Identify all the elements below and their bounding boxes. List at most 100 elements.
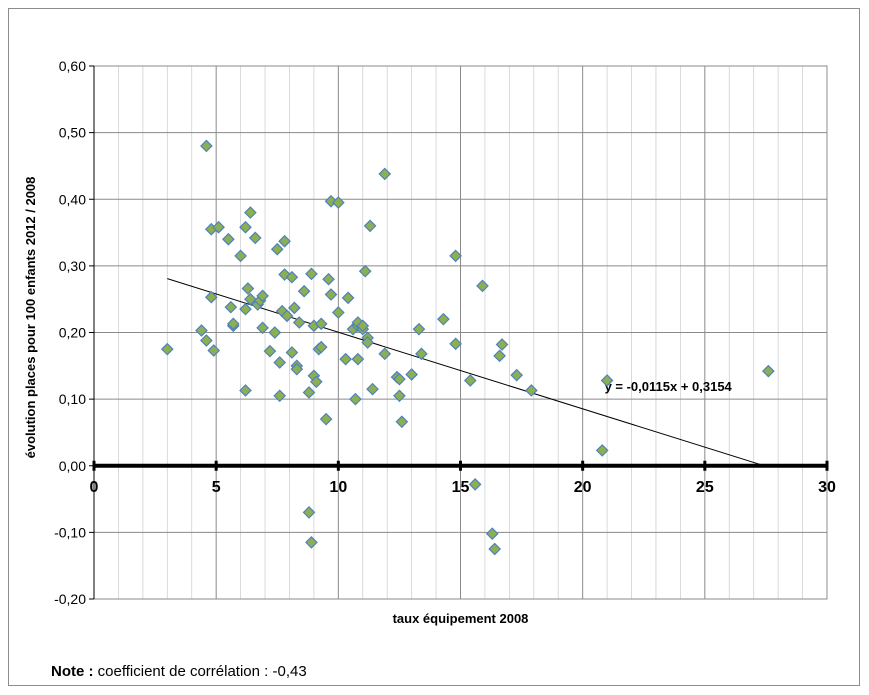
- data-point: [268, 326, 282, 339]
- data-point: [378, 347, 392, 361]
- data-point: [476, 279, 489, 293]
- data-point: [234, 249, 247, 263]
- y-tick-label: -0,20: [54, 591, 86, 607]
- data-point: [204, 290, 218, 304]
- y-tick-label: 0,40: [59, 191, 86, 207]
- data-point: [319, 412, 333, 426]
- data-point: [324, 288, 338, 301]
- x-tick-label: 25: [696, 479, 714, 496]
- y-tick-label: 0,50: [59, 125, 86, 141]
- data-point: [595, 444, 609, 457]
- y-tick-label: 0,30: [59, 258, 86, 274]
- data-point: [285, 270, 299, 284]
- note: Note : coefficient de corrélation : -0,4…: [51, 663, 307, 680]
- data-point: [485, 527, 499, 541]
- data-point: [314, 340, 328, 354]
- data-point: [762, 364, 775, 378]
- x-tick-label: 0: [90, 479, 99, 496]
- data-point: [322, 272, 335, 286]
- data-point: [244, 292, 257, 306]
- data-point: [393, 372, 406, 386]
- note-label: Note :: [51, 663, 94, 680]
- data-point: [488, 542, 502, 556]
- data-point: [449, 249, 462, 263]
- data-point: [525, 384, 538, 397]
- data-point: [358, 264, 372, 278]
- data-point: [600, 374, 614, 387]
- data-point: [195, 324, 208, 337]
- data-point: [278, 234, 291, 248]
- data-point: [349, 392, 362, 406]
- data-point: [297, 284, 311, 298]
- data-point: [309, 375, 323, 389]
- data-point: [288, 301, 301, 315]
- data-point: [449, 337, 462, 351]
- x-tick-label: 20: [574, 479, 592, 496]
- data-point: [239, 302, 252, 316]
- data-point: [273, 356, 287, 369]
- x-tick-label: 10: [329, 479, 347, 496]
- data-point: [241, 282, 255, 295]
- data-point: [256, 321, 269, 335]
- x-tick-label: 15: [452, 479, 470, 496]
- data-point: [302, 506, 316, 519]
- data-point: [510, 368, 524, 382]
- data-point: [263, 344, 277, 358]
- data-point: [331, 306, 345, 319]
- x-tick-label: 5: [212, 479, 221, 496]
- y-tick-label: 0,00: [59, 458, 86, 474]
- y-tick-label: 0,20: [59, 325, 86, 341]
- data-point: [207, 344, 221, 357]
- x-tick-label: 30: [818, 479, 836, 496]
- data-point: [290, 362, 304, 376]
- data-point: [292, 316, 306, 329]
- data-point: [160, 342, 174, 356]
- data-point: [239, 384, 252, 397]
- data-point: [393, 389, 406, 403]
- data-point: [412, 322, 426, 336]
- y-tick-label: 0,10: [59, 391, 86, 407]
- data-point: [302, 386, 316, 399]
- data-point: [314, 317, 328, 331]
- data-point: [285, 346, 299, 359]
- data-point: [493, 349, 506, 363]
- chart-frame: -0,20 -0,10 0,00 0,10 0,20 0,30 0,40 0,50 0,60 0 5…: [8, 8, 860, 686]
- data-point: [248, 231, 262, 245]
- data-point: [256, 289, 269, 303]
- data-point: [273, 389, 287, 403]
- data-point: [468, 478, 482, 491]
- data-point: [351, 352, 365, 366]
- data-point: [361, 336, 375, 349]
- data-point: [356, 319, 370, 333]
- data-point: [212, 220, 225, 234]
- data-point: [270, 242, 284, 256]
- trendline-label: y = -0,0115x + 0,3154: [605, 379, 733, 394]
- data-point: [395, 415, 409, 429]
- data-point: [239, 220, 252, 234]
- data-point: [224, 300, 238, 314]
- x-axis-title: taux équipement 2008: [393, 611, 529, 626]
- data-point: [226, 317, 240, 331]
- data-point: [339, 352, 353, 366]
- note-text: coefficient de corrélation : -0,43: [93, 663, 307, 680]
- data-point: [305, 536, 318, 549]
- data-point: [363, 219, 377, 233]
- data-point: [341, 291, 355, 305]
- data-point: [405, 368, 418, 381]
- data-point: [280, 309, 294, 323]
- data-point: [366, 382, 379, 396]
- data-point: [495, 338, 509, 351]
- data-point: [378, 167, 392, 181]
- data-point: [437, 312, 450, 326]
- data-point: [305, 267, 318, 281]
- data-point: [200, 334, 213, 347]
- data-point: [222, 232, 235, 246]
- data-point: [200, 139, 213, 153]
- y-tick-label: -0,10: [54, 524, 86, 540]
- data-point: [244, 206, 257, 219]
- data-point: [415, 347, 428, 361]
- trendline: [167, 278, 764, 467]
- scatter-chart: -0,20 -0,10 0,00 0,10 0,20 0,30 0,40 0,50 0,60 0 5…: [23, 58, 836, 626]
- y-tick-label: 0,60: [59, 58, 86, 74]
- data-point: [331, 196, 345, 209]
